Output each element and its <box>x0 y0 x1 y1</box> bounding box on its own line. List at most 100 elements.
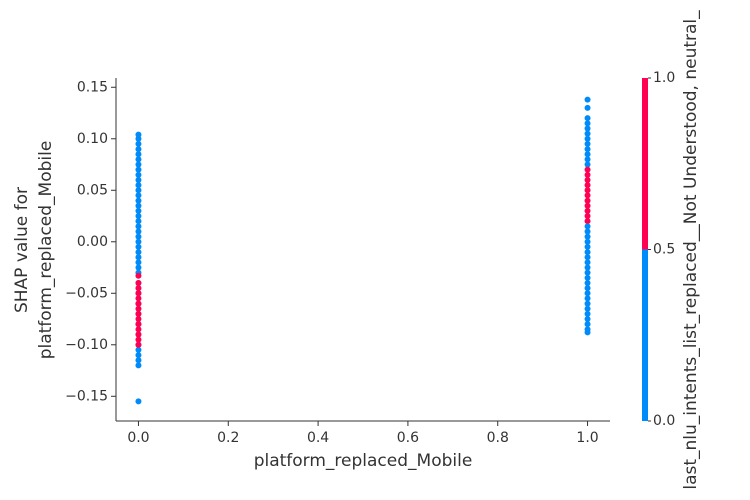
point <box>135 357 142 364</box>
point <box>584 305 591 312</box>
point <box>135 279 142 286</box>
point <box>584 120 591 127</box>
point <box>584 146 591 153</box>
point <box>135 218 142 225</box>
point <box>584 259 591 266</box>
point <box>584 187 591 194</box>
y-tick-label: −0.15 <box>65 388 108 404</box>
point <box>135 305 142 312</box>
point <box>584 192 591 199</box>
point <box>584 125 591 132</box>
point <box>584 310 591 317</box>
point <box>584 243 591 250</box>
point <box>135 238 142 245</box>
colorbar-high <box>642 78 648 250</box>
point <box>584 115 591 122</box>
y-tick-label: −0.05 <box>65 285 108 301</box>
y-tick-label: 0.15 <box>77 79 108 95</box>
point <box>584 176 591 183</box>
point <box>135 171 142 178</box>
point <box>584 197 591 204</box>
point <box>584 96 591 103</box>
point <box>135 300 142 307</box>
point <box>135 197 142 204</box>
point <box>135 259 142 266</box>
point <box>584 279 591 286</box>
colorbar-tick-label: 0.0 <box>653 413 675 429</box>
point <box>584 156 591 163</box>
y-tick-label: −0.10 <box>65 337 108 353</box>
point <box>135 166 142 173</box>
y-tick-label: 0.00 <box>77 234 108 250</box>
y-tick-label: 0.05 <box>77 182 108 198</box>
x-tick-label: 0.4 <box>307 430 329 446</box>
point <box>135 290 142 297</box>
point <box>135 135 142 142</box>
point <box>135 192 142 199</box>
point <box>584 316 591 323</box>
point <box>584 207 591 214</box>
point <box>135 285 142 292</box>
point <box>135 272 142 279</box>
x-tick-label: 1.0 <box>576 430 598 446</box>
y-tick-label: 0.10 <box>77 131 108 147</box>
point <box>584 264 591 271</box>
x-tick-label: 0.2 <box>217 430 239 446</box>
point <box>584 238 591 245</box>
point <box>584 140 591 147</box>
point <box>135 264 142 271</box>
point <box>584 151 591 158</box>
colorbar-tick-label: 0.5 <box>653 242 675 258</box>
point <box>135 352 142 359</box>
point <box>135 341 142 348</box>
point <box>135 151 142 158</box>
point <box>135 146 142 153</box>
point <box>584 182 591 189</box>
point <box>135 316 142 323</box>
point <box>584 233 591 240</box>
point <box>584 171 591 178</box>
point <box>584 285 591 292</box>
point <box>584 329 591 336</box>
point <box>135 161 142 168</box>
point <box>584 321 591 328</box>
colorbar-tick-label: 1.0 <box>653 70 675 86</box>
point <box>584 130 591 137</box>
point <box>135 187 142 194</box>
point <box>135 254 142 261</box>
point <box>135 176 142 183</box>
point <box>135 336 142 343</box>
point <box>135 326 142 333</box>
point <box>135 140 142 147</box>
colorbar-label: last_nlu_intents_list_replaced__Not Unde… <box>681 10 701 490</box>
x-tick-label: 0.6 <box>397 430 419 446</box>
point <box>135 233 142 240</box>
point <box>135 243 142 250</box>
point <box>584 218 591 225</box>
point <box>135 207 142 214</box>
x-axis-label: platform_replaced_Mobile <box>254 451 473 471</box>
point <box>135 131 142 138</box>
point <box>135 331 142 338</box>
point <box>135 295 142 302</box>
point <box>584 161 591 168</box>
y-axis-label: SHAP value for <box>12 187 32 313</box>
point <box>135 310 142 317</box>
point <box>135 213 142 220</box>
point <box>584 295 591 302</box>
point <box>135 228 142 235</box>
x-tick-label: 0.8 <box>487 430 509 446</box>
point <box>584 290 591 297</box>
point <box>584 300 591 307</box>
point <box>584 249 591 256</box>
point <box>135 398 142 405</box>
point <box>584 223 591 230</box>
x-tick-label: 0.0 <box>127 430 149 446</box>
colorbar-low <box>642 249 648 421</box>
point <box>584 202 591 209</box>
point <box>135 249 142 256</box>
point <box>584 269 591 276</box>
y-axis-label: platform_replaced_Mobile <box>36 141 56 360</box>
point <box>584 254 591 261</box>
